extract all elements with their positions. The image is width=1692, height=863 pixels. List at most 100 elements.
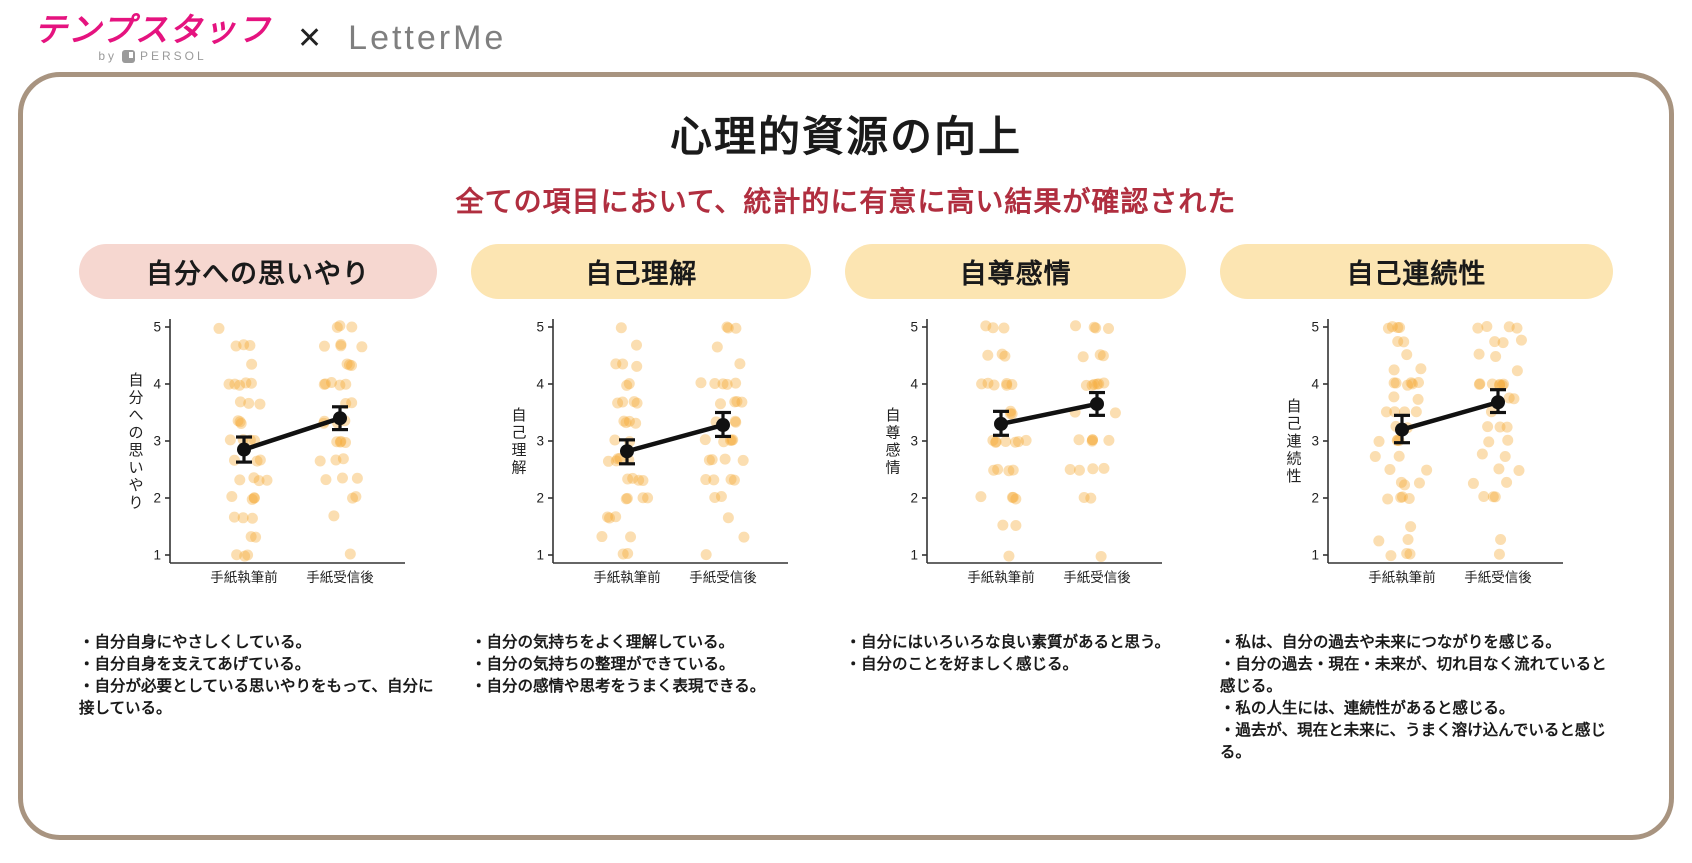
data-point xyxy=(610,358,622,370)
data-point xyxy=(249,531,261,543)
data-point xyxy=(722,512,734,524)
bullet-item: ・自分の感情や思考をうまく表現できる。 xyxy=(471,678,766,695)
data-point xyxy=(232,415,244,427)
data-point xyxy=(1502,434,1514,446)
data-point xyxy=(988,464,1000,476)
data-point xyxy=(329,454,341,466)
data-point xyxy=(242,397,254,409)
data-point xyxy=(1511,322,1523,334)
data-point xyxy=(1396,491,1408,503)
data-point xyxy=(729,416,741,428)
y-axis-label-char: の xyxy=(128,424,143,441)
data-point xyxy=(1478,491,1490,503)
data-point xyxy=(601,511,613,523)
data-point xyxy=(729,377,741,389)
data-point xyxy=(1497,337,1509,349)
data-point xyxy=(1090,322,1102,334)
data-point xyxy=(628,396,640,408)
data-point xyxy=(1010,519,1022,531)
data-point xyxy=(621,492,633,504)
data-point xyxy=(225,491,237,503)
y-axis-label-char: 感 xyxy=(886,442,901,459)
data-point xyxy=(1095,550,1107,562)
collab-x-separator: ✕ xyxy=(297,21,323,55)
bullet-item: ・自分自身にやさしくしている。 xyxy=(79,634,312,651)
data-point xyxy=(346,492,358,504)
mean-point xyxy=(619,444,634,459)
data-point xyxy=(980,320,992,332)
data-point xyxy=(237,339,249,351)
data-point xyxy=(230,549,242,561)
data-point xyxy=(1404,548,1416,560)
bullet-item: ・自分自身を支えてあげている。 xyxy=(79,656,311,673)
panels-grid: 自分への思いやり 1 2 3 4 5 自分への思いやり手紙執筆前 手紙受信後 ・自分自身にや… xyxy=(23,220,1669,764)
data-point xyxy=(234,416,246,428)
data-point xyxy=(1020,434,1032,446)
data-point xyxy=(1382,493,1394,505)
data-point xyxy=(1086,435,1098,447)
data-point xyxy=(998,322,1010,334)
y-tick-label: 1 xyxy=(1311,548,1319,563)
data-point xyxy=(1074,464,1086,476)
data-point xyxy=(237,512,249,524)
data-point xyxy=(319,474,331,486)
data-point xyxy=(1495,534,1507,546)
data-point xyxy=(717,436,729,448)
data-point xyxy=(1393,450,1405,462)
data-point xyxy=(706,454,718,466)
data-point xyxy=(330,436,342,448)
mean-point xyxy=(715,418,730,433)
y-axis-label-char: 性 xyxy=(1286,468,1301,485)
data-point xyxy=(1499,451,1511,463)
data-point xyxy=(1088,321,1100,333)
data-point xyxy=(1380,406,1392,418)
data-point xyxy=(1513,464,1525,476)
data-point xyxy=(343,359,355,371)
data-point xyxy=(1496,379,1508,391)
byline-by: by xyxy=(98,49,117,63)
x-category-label: 手紙執筆前 xyxy=(967,569,1035,585)
bullet-item: ・自分の気持ちの整理ができている。 xyxy=(471,656,735,673)
data-point xyxy=(1402,534,1414,546)
page-header: テンプスタッフ by PERSOL ✕ LetterMe xyxy=(0,0,1692,68)
data-point xyxy=(1489,336,1501,348)
data-point xyxy=(1388,377,1400,389)
data-point xyxy=(333,379,345,391)
data-point xyxy=(620,417,632,429)
letterme-logo: LetterMe xyxy=(348,18,507,57)
data-point xyxy=(327,510,339,522)
data-point xyxy=(334,435,346,447)
data-point xyxy=(1064,464,1076,476)
data-point xyxy=(1086,379,1098,391)
data-point xyxy=(612,453,624,465)
panel-bullets: ・私は、自分の過去や未来につながりを感じる。 ・自分の過去・現在・未来が、切れ目な… xyxy=(1220,632,1613,764)
data-point xyxy=(1486,378,1498,390)
y-tick-label: 1 xyxy=(536,548,544,563)
data-point xyxy=(243,340,255,352)
data-point xyxy=(245,531,257,543)
data-point xyxy=(1473,348,1485,360)
data-point xyxy=(618,415,630,427)
data-point xyxy=(351,472,363,484)
data-point xyxy=(1415,363,1427,375)
y-tick-label: 5 xyxy=(911,320,919,335)
data-point xyxy=(334,338,346,350)
data-point xyxy=(1098,350,1110,362)
data-point xyxy=(239,377,251,389)
data-point xyxy=(621,548,633,560)
data-point xyxy=(999,350,1011,362)
data-point xyxy=(1394,322,1406,334)
data-point xyxy=(349,491,361,503)
data-point xyxy=(987,322,999,334)
data-point xyxy=(631,397,643,409)
data-point xyxy=(708,492,720,504)
data-point xyxy=(251,455,263,467)
data-point xyxy=(1388,391,1400,403)
data-point xyxy=(1489,491,1501,503)
data-point xyxy=(1399,479,1411,491)
data-point xyxy=(738,531,750,543)
data-point xyxy=(616,396,628,408)
y-axis-label-char: 自 xyxy=(128,372,143,389)
data-point xyxy=(1087,463,1099,475)
